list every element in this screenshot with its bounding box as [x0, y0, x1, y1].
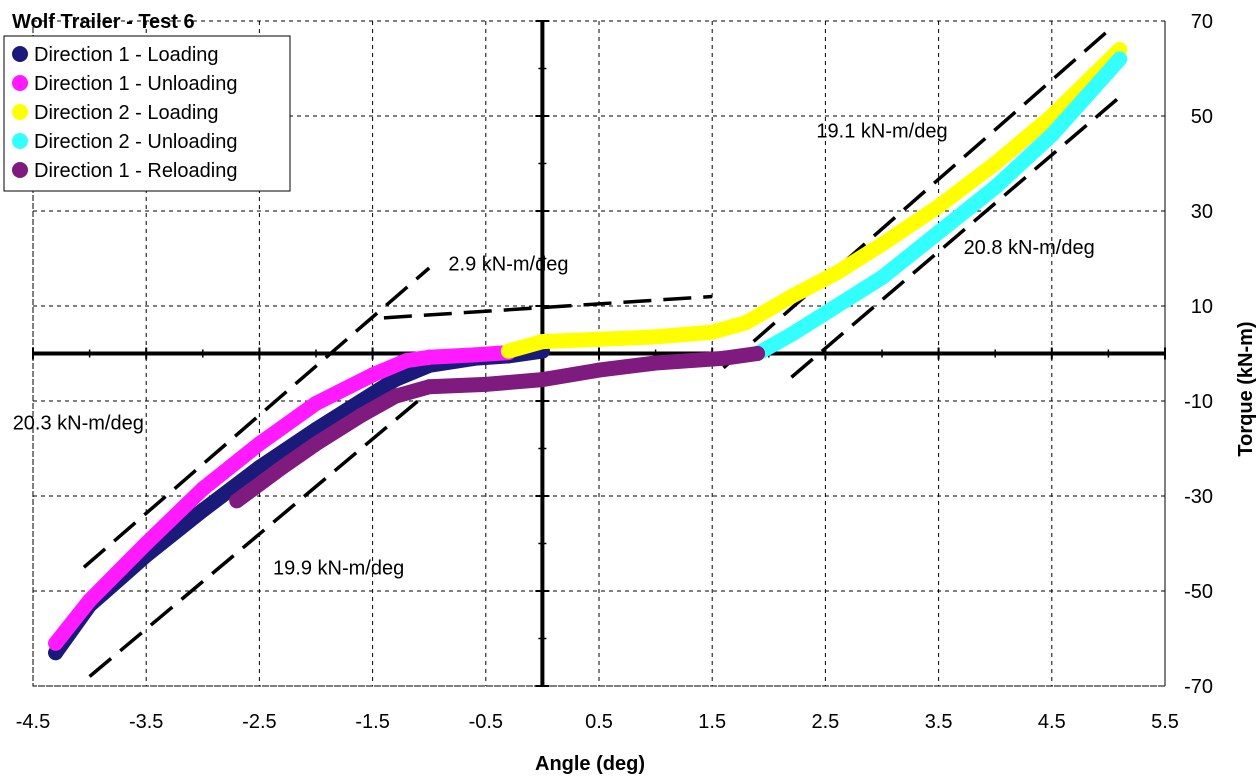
series-4-point-8 — [353, 407, 369, 423]
x-tick-label-10: 5.5 — [1151, 711, 1179, 733]
fit-line-2 — [88, 390, 431, 678]
series-1-point-7 — [399, 353, 415, 369]
series-1-point-2 — [138, 536, 154, 551]
series-2-point-9 — [931, 198, 947, 214]
series-line-0 — [48, 343, 550, 661]
x-tick-label-8: 3.5 — [925, 711, 953, 733]
x-tick-label-0: -4.5 — [16, 711, 50, 733]
legend-marker-4 — [12, 162, 28, 178]
annotation-layer: 19.1 kN-m/deg 20.8 kN-m/deg 2.9 kN-m/deg 20… — [13, 120, 1095, 579]
y-tick-label-7: -70 — [1184, 676, 1213, 698]
series-3-point-0 — [1112, 51, 1128, 67]
series-3-point-2 — [1044, 127, 1060, 143]
y-tick-label-2: 30 — [1191, 201, 1213, 223]
series-1-point-3 — [195, 481, 211, 497]
series-4-point-3 — [591, 362, 607, 378]
y-tick-label-3: 10 — [1191, 296, 1213, 318]
legend-marker-1 — [12, 75, 28, 91]
series-0-point-4 — [387, 372, 403, 388]
series-1-point-5 — [308, 395, 324, 411]
fit-line-4 — [790, 95, 1121, 379]
slope-annotation-0: 19.1 kN-m/deg — [816, 120, 947, 142]
slope-annotation-4: 19.9 kN-m/deg — [273, 557, 404, 579]
series-2-point-7 — [829, 265, 845, 281]
fit-line-0 — [82, 266, 431, 569]
x-tick-label-3: -1.5 — [355, 711, 389, 733]
series-4-point-4 — [534, 372, 550, 388]
series-4-point-9 — [308, 436, 324, 452]
legend-label-2: Direction 2 - Loading — [34, 102, 219, 124]
series-3-point-3 — [987, 179, 1003, 195]
legend-label-3: Direction 2 - Unloading — [34, 131, 237, 153]
series-4-point-2 — [648, 355, 664, 371]
series-2-point-1 — [534, 334, 550, 350]
tick-labels-layer: -4.5 -3.5 -2.5 -1.5 -0.5 0.5 1.5 2.5 3.5 4.5 5.5 70… — [16, 11, 1213, 733]
x-tick-label-7: 2.5 — [811, 711, 839, 733]
slope-annotation-1: 20.8 kN-m/deg — [964, 237, 1095, 259]
series-2-point-3 — [648, 329, 664, 345]
series-2-point-10 — [987, 156, 1003, 171]
series-2-point-2 — [591, 331, 607, 347]
series-2-point-6 — [783, 289, 799, 304]
series-4-point-5 — [478, 376, 494, 392]
grid-layer — [32, 20, 1166, 687]
x-tick-label-4: -0.5 — [469, 711, 503, 733]
series-4-point-6 — [421, 379, 437, 395]
x-tick-label-2: -2.5 — [242, 711, 276, 733]
legend-label-1: Direction 1 - Unloading — [34, 73, 237, 95]
series-3-point-1 — [1078, 89, 1094, 105]
series-1-point-6 — [365, 367, 381, 383]
x-tick-label-5: 0.5 — [585, 711, 613, 733]
series-0-point-8 — [195, 502, 211, 518]
slope-annotation-3: 20.3 kN-m/deg — [13, 413, 144, 435]
series-1-point-1 — [82, 593, 98, 608]
series-4 — [229, 346, 765, 509]
x-axis-title: Angle (deg) — [535, 753, 645, 775]
y-tick-label-4: -10 — [1184, 391, 1213, 413]
fit-lines-layer — [82, 29, 1121, 678]
legend: Direction 1 - Loading Direction 1 - Unloa… — [3, 35, 291, 192]
y-tick-label-5: -30 — [1184, 486, 1213, 508]
series-4-point-0 — [749, 346, 765, 361]
series-0-point-7 — [251, 460, 267, 475]
legend-marker-0 — [12, 46, 28, 62]
series-2-point-5 — [738, 315, 754, 331]
series-3-point-4 — [931, 224, 947, 240]
legend-marker-3 — [12, 133, 28, 149]
y-axis-title: Torque (kN-m) — [1235, 321, 1257, 456]
slope-annotation-2: 2.9 kN-m/deg — [448, 253, 568, 275]
series-2-point-4 — [704, 324, 720, 340]
legend-label-0: Direction 1 - Loading — [34, 44, 219, 66]
legend-marker-2 — [12, 104, 28, 120]
y-tick-label-0: 70 — [1191, 11, 1213, 33]
series-2 — [500, 42, 1128, 359]
series-1-point-8 — [421, 349, 437, 365]
fit-line-3 — [722, 29, 1110, 370]
series-3-point-5 — [874, 270, 890, 285]
x-tick-label-6: 1.5 — [698, 711, 726, 733]
x-tick-label-9: 4.5 — [1038, 711, 1066, 733]
series-1-point-9 — [466, 347, 482, 363]
legend-box — [3, 35, 291, 192]
series-2-point-8 — [874, 236, 890, 252]
series-layer — [48, 42, 1128, 661]
x-tick-label-1: -3.5 — [129, 711, 163, 733]
series-3-point-6 — [817, 305, 833, 321]
series-3-point-7 — [783, 327, 799, 342]
y-tick-label-6: -50 — [1184, 581, 1213, 603]
series-4-point-10 — [274, 460, 290, 475]
legend-label-4: Direction 1 - Reloading — [34, 160, 237, 182]
fit-line-1 — [383, 294, 713, 320]
series-4-point-1 — [716, 350, 732, 366]
series-4-point-11 — [229, 493, 245, 509]
series-1-point-0 — [48, 635, 64, 651]
series-2-point-0 — [500, 343, 516, 359]
y-tick-label-1: 50 — [1191, 106, 1213, 128]
chart-title: Wolf Trailer - Test 6 — [12, 11, 195, 33]
series-1-point-4 — [251, 436, 267, 452]
series-4-point-7 — [387, 388, 403, 404]
